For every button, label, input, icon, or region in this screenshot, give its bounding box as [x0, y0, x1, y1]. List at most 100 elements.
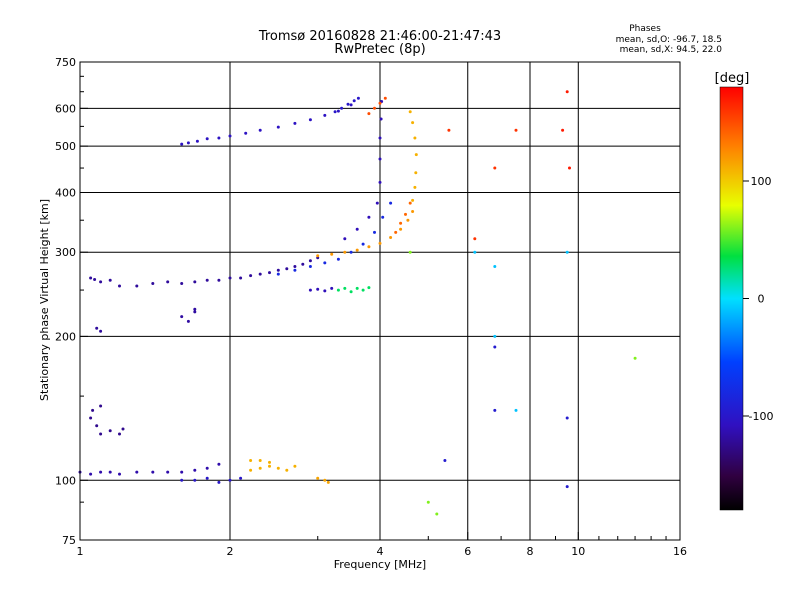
phase-point	[121, 427, 125, 431]
phase-point	[330, 252, 334, 256]
phase-point	[355, 227, 359, 231]
phase-point	[568, 166, 571, 170]
phase-point	[493, 166, 497, 170]
phase-point	[378, 241, 382, 245]
phase-point	[91, 408, 95, 412]
phase-point	[180, 282, 184, 285]
phase-point	[293, 121, 297, 125]
phase-point	[180, 470, 184, 474]
phase-point	[99, 432, 103, 436]
phase-point	[414, 171, 418, 175]
phase-point	[378, 136, 382, 140]
phase-point	[151, 470, 155, 474]
phase-point	[389, 201, 393, 205]
colorbar: [deg] 100 0 -100	[715, 71, 774, 511]
phase-point	[378, 157, 382, 161]
phase-point	[258, 128, 262, 132]
stats-line-o: mean, sd,O: -96.7, 18.5	[616, 35, 722, 45]
phase-point	[316, 256, 320, 260]
phase-point	[135, 470, 139, 474]
phase-point	[258, 272, 262, 276]
phase-point	[276, 125, 280, 129]
phase-point	[394, 230, 398, 234]
phase-point	[95, 326, 99, 330]
phase-point	[249, 274, 253, 278]
phase-point	[426, 500, 430, 504]
phase-point	[323, 289, 327, 293]
phase-point	[228, 134, 232, 138]
y-tick-label: 500	[55, 140, 76, 153]
phase-point	[301, 262, 305, 266]
phase-point	[323, 478, 327, 482]
phase-point	[349, 103, 353, 107]
stats-line-x: mean, sd,X: 94.5, 22.0	[620, 45, 723, 55]
phase-point	[180, 478, 184, 482]
phase-point	[239, 476, 243, 480]
phase-point	[375, 201, 379, 205]
y-tick-label: 600	[55, 102, 76, 115]
phase-point	[323, 113, 327, 117]
phase-point	[340, 106, 344, 110]
x-tick-label: 16	[673, 545, 687, 558]
phase-point	[411, 198, 415, 202]
phase-point	[249, 468, 253, 472]
chart-title: Tromsø 20160828 21:46:00-21:47:43	[258, 29, 501, 44]
x-tick-label: 6	[464, 545, 471, 558]
y-tick-label: 300	[55, 246, 76, 259]
phase-point	[93, 278, 97, 281]
phase-point	[249, 459, 253, 462]
phase-point	[493, 265, 497, 268]
phase-point	[118, 432, 121, 436]
phase-point	[447, 128, 451, 132]
phase-point	[493, 408, 497, 412]
phase-point	[355, 286, 359, 290]
phase-point	[411, 210, 415, 213]
phase-point	[361, 288, 365, 292]
phase-point	[193, 307, 197, 311]
colorbar-tick-label: -100	[749, 410, 774, 423]
phase-point	[95, 424, 99, 428]
phase-point	[333, 110, 337, 114]
phase-point	[89, 472, 93, 476]
phase-point	[244, 131, 248, 135]
colorbar-label: [deg]	[715, 71, 750, 86]
phase-point	[408, 250, 412, 254]
x-tick-label: 1	[77, 545, 84, 558]
x-axis: 1 2 4 6 8 10 16	[77, 532, 687, 558]
phase-point	[276, 272, 280, 276]
phase-point	[336, 257, 340, 261]
phase-point	[205, 476, 209, 480]
phase-point	[389, 236, 393, 239]
phase-point	[285, 267, 289, 271]
phase-point	[413, 185, 417, 189]
phase-point	[565, 416, 569, 420]
phase-point	[561, 128, 565, 132]
phase-point	[367, 286, 371, 290]
phase-point	[378, 101, 382, 105]
phase-point	[99, 470, 103, 474]
phase-point	[135, 284, 139, 288]
phase-point	[118, 284, 121, 288]
phase-point	[293, 265, 297, 268]
phase-point	[316, 287, 320, 291]
phase-point	[565, 90, 569, 94]
stats-title: Phases	[629, 24, 661, 34]
y-tick-label: 100	[55, 474, 76, 487]
phase-point	[258, 459, 262, 462]
phase-point	[367, 215, 371, 219]
phase-point	[89, 276, 93, 280]
phase-point	[99, 280, 103, 284]
y-tick-label: 200	[55, 330, 76, 343]
colorbar-tick-label: 100	[751, 175, 772, 188]
phase-point	[346, 102, 350, 106]
phase-point	[381, 215, 385, 219]
phase-point	[205, 466, 209, 470]
phase-point	[565, 485, 569, 489]
phase-point	[180, 315, 184, 319]
phase-point	[330, 286, 334, 290]
phase-point	[352, 99, 356, 103]
phase-point	[293, 464, 297, 468]
phase-point	[473, 250, 477, 254]
phase-point	[473, 237, 477, 241]
phase-point	[293, 268, 297, 272]
